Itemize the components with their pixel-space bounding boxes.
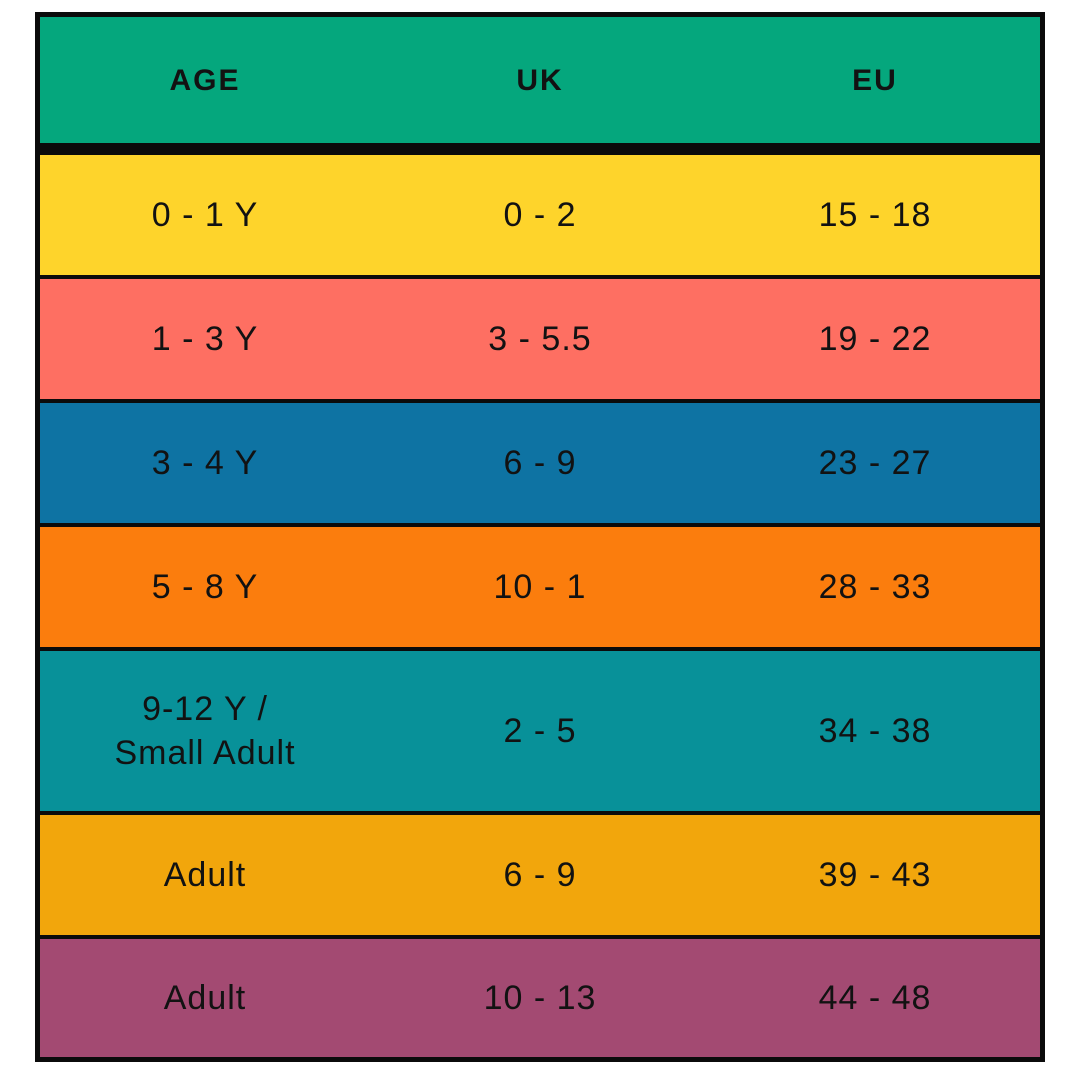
cell-eu: 19 - 22: [818, 319, 932, 358]
cell-uk: 10 - 1: [493, 567, 587, 606]
cell-age: Adult: [163, 978, 247, 1017]
cell-eu: 34 - 38: [818, 711, 932, 750]
cell-age: Adult: [163, 855, 247, 894]
cell-age: 9-12 Y / Small Adult: [114, 689, 296, 772]
cell-uk: 3 - 5.5: [488, 319, 592, 358]
cell-age: 0 - 1 Y: [151, 195, 259, 234]
table-row-adult-1: Adult 6 - 9 39 - 43: [40, 815, 1040, 935]
table-row-1-3y: 1 - 3 Y 3 - 5.5 19 - 22: [40, 279, 1040, 399]
header-row: AGE UK EU: [40, 17, 1040, 143]
cell-eu: 44 - 48: [818, 978, 932, 1017]
table-row-adult-2: Adult 10 - 13 44 - 48: [40, 939, 1040, 1057]
table-row-5-8y: 5 - 8 Y 10 - 1 28 - 33: [40, 527, 1040, 647]
cell-age: 5 - 8 Y: [151, 567, 259, 606]
cell-eu: 39 - 43: [818, 855, 932, 894]
header-eu: EU: [852, 63, 898, 97]
cell-uk: 6 - 9: [503, 443, 577, 482]
table-row-9-12y-small-adult: 9-12 Y / Small Adult 2 - 5 34 - 38: [40, 651, 1040, 811]
cell-age: 1 - 3 Y: [151, 319, 259, 358]
header-age: AGE: [169, 63, 241, 97]
table-row-3-4y: 3 - 4 Y 6 - 9 23 - 27: [40, 403, 1040, 523]
cell-eu: 23 - 27: [818, 443, 932, 482]
cell-eu: 15 - 18: [818, 195, 932, 234]
cell-uk: 10 - 13: [483, 978, 597, 1017]
header-uk: UK: [516, 63, 564, 97]
cell-eu: 28 - 33: [818, 567, 932, 606]
cell-uk: 2 - 5: [503, 711, 577, 750]
size-chart-table: AGE UK EU 0 - 1 Y 0 - 2 15 - 18 1 - 3 Y …: [35, 12, 1045, 1062]
cell-uk: 6 - 9: [503, 855, 577, 894]
table-row-0-1y: 0 - 1 Y 0 - 2 15 - 18: [40, 155, 1040, 275]
cell-age: 3 - 4 Y: [151, 443, 259, 482]
cell-uk: 0 - 2: [503, 195, 577, 234]
